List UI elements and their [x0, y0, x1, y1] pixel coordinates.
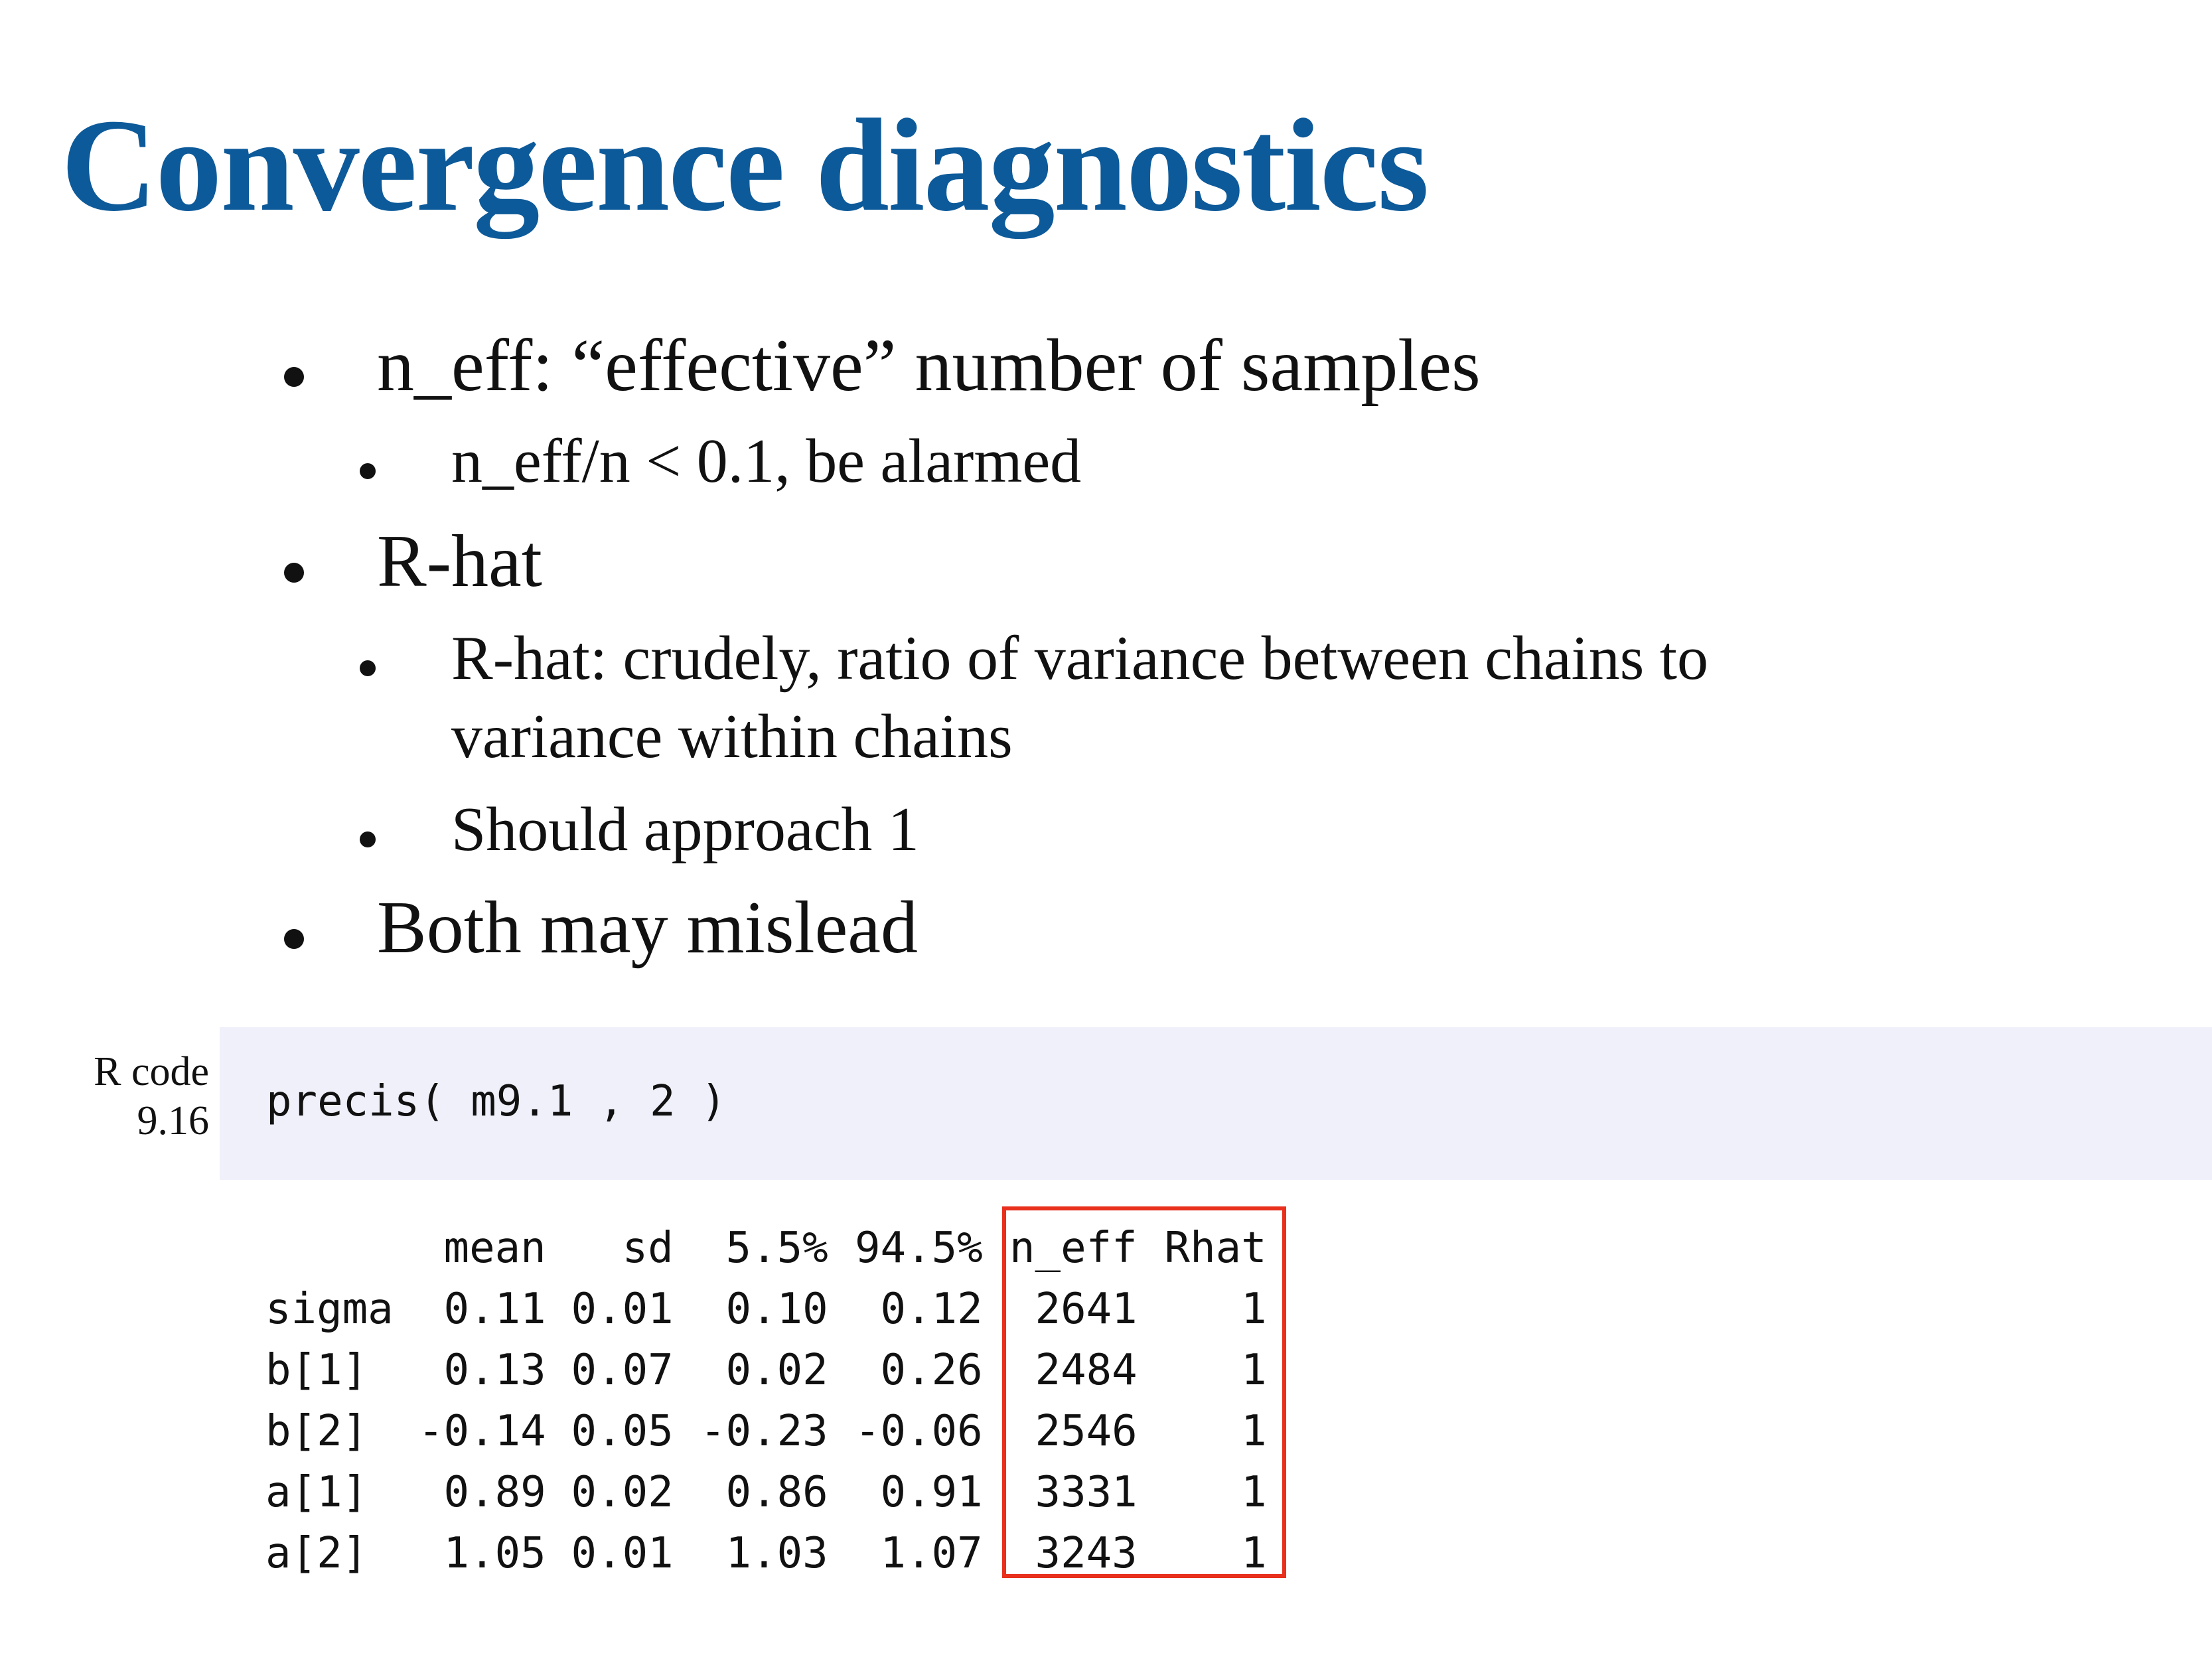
bullet-dot-icon — [360, 463, 376, 479]
cell-sd: 0.05 — [571, 1407, 674, 1456]
bullet-text: R-hat: crudely, ratio of variance betwee… — [451, 624, 1708, 693]
cell-mean: 0.89 — [443, 1468, 546, 1517]
table-row: b[1] 0.13 0.07 0.02 0.26 2484 1 — [265, 1340, 1267, 1401]
slide-title: Convergence diagnostics — [61, 92, 1429, 239]
cell-upper: 0.26 — [880, 1346, 983, 1395]
cell-upper: 1.07 — [880, 1529, 983, 1578]
cell-sd: 0.01 — [571, 1285, 674, 1334]
cell-n-eff: 3331 — [1035, 1468, 1138, 1517]
code-label: R code 9.16 — [27, 1047, 209, 1145]
sub-bullet-r-hat-ratio: R-hat: crudely, ratio of variance betwee… — [360, 627, 1708, 689]
cell-mean: 0.11 — [443, 1285, 546, 1334]
bullet-dot-icon — [284, 367, 304, 387]
bullet-text: Should approach 1 — [451, 795, 919, 864]
precis-output: mean sd 5.5% 94.5% n_eff Rhat sigma 0.11… — [265, 1218, 1267, 1584]
code-text: precis( m9.1 , 2 ) — [266, 1077, 727, 1126]
row-name: sigma — [265, 1285, 394, 1334]
cell-lower: -0.23 — [700, 1407, 828, 1456]
code-label-number: 9.16 — [137, 1098, 210, 1143]
bullet-dot-icon — [284, 563, 304, 583]
table-row: b[2] -0.14 0.05 -0.23 -0.06 2546 1 — [265, 1401, 1267, 1462]
cell-lower: 0.02 — [725, 1346, 828, 1395]
output-table: mean sd 5.5% 94.5% n_eff Rhat sigma 0.11… — [265, 1218, 1267, 1584]
cell-sd: 0.01 — [571, 1529, 674, 1578]
cell-upper: 0.91 — [880, 1468, 983, 1517]
column-header-upper: 94.5% — [855, 1224, 983, 1273]
table-row: sigma 0.11 0.01 0.10 0.12 2641 1 — [265, 1279, 1267, 1340]
column-header-sd: sd — [622, 1224, 674, 1273]
column-header-lower: 5.5% — [725, 1224, 828, 1273]
column-header-n-eff: n_eff — [1009, 1224, 1138, 1273]
cell-sd: 0.02 — [571, 1468, 674, 1517]
cell-mean: 1.05 — [443, 1529, 546, 1578]
cell-sd: 0.07 — [571, 1346, 674, 1395]
bullet-both-mislead: Both may mislead — [284, 891, 918, 965]
cell-rhat: 1 — [1241, 1285, 1267, 1334]
code-block: precis( m9.1 , 2 ) — [220, 1027, 2212, 1180]
cell-upper: -0.06 — [855, 1407, 983, 1456]
bullet-dot-icon — [360, 660, 376, 676]
bullet-text: n_eff/n < 0.1, be alarmed — [451, 427, 1082, 496]
column-header-mean: mean — [443, 1224, 546, 1273]
cell-n-eff: 2484 — [1035, 1346, 1138, 1395]
cell-n-eff: 2641 — [1035, 1285, 1138, 1334]
sub-bullet-approach-one: Should approach 1 — [360, 795, 919, 864]
cell-mean: -0.14 — [418, 1407, 546, 1456]
cell-n-eff: 3243 — [1035, 1529, 1138, 1578]
output-header-blank — [265, 1218, 418, 1279]
output-header-row: mean sd 5.5% 94.5% n_eff Rhat — [265, 1218, 1267, 1279]
table-row: a[2] 1.05 0.01 1.03 1.07 3243 1 — [265, 1523, 1267, 1584]
bullet-n-eff: n_eff: “effective” number of samples — [284, 328, 1481, 403]
cell-lower: 0.86 — [725, 1468, 828, 1517]
cell-mean: 0.13 — [443, 1346, 546, 1395]
row-name: b[2] — [265, 1407, 368, 1456]
bullet-text: n_eff: “effective” number of samples — [377, 325, 1481, 407]
code-label-language: R code — [94, 1049, 209, 1094]
cell-rhat: 1 — [1241, 1407, 1267, 1456]
bullet-r-hat: R-hat — [284, 524, 542, 599]
bullet-dot-icon — [284, 929, 304, 949]
cell-n-eff: 2546 — [1035, 1407, 1138, 1456]
cell-rhat: 1 — [1241, 1468, 1267, 1517]
bullet-text: Both may mislead — [377, 887, 919, 969]
n-eff-rhat-highlight-box — [1002, 1206, 1286, 1578]
column-header-rhat: Rhat — [1164, 1224, 1267, 1273]
table-row: a[1] 0.89 0.02 0.86 0.91 3331 1 — [265, 1462, 1267, 1523]
cell-rhat: 1 — [1241, 1346, 1267, 1395]
cell-upper: 0.12 — [880, 1285, 983, 1334]
bullet-text: R-hat — [377, 520, 542, 603]
cell-rhat: 1 — [1241, 1529, 1267, 1578]
row-name: b[1] — [265, 1346, 368, 1395]
row-name: a[2] — [265, 1529, 368, 1578]
bullet-text: variance within chains — [451, 702, 1013, 771]
row-name: a[1] — [265, 1468, 368, 1517]
bullet-dot-icon — [360, 831, 376, 847]
cell-lower: 0.10 — [725, 1285, 828, 1334]
sub-bullet-n-eff-ratio: n_eff/n < 0.1, be alarmed — [360, 430, 1081, 492]
cell-lower: 1.03 — [725, 1529, 828, 1578]
sub-bullet-r-hat-ratio-continued: variance within chains — [451, 705, 1013, 768]
